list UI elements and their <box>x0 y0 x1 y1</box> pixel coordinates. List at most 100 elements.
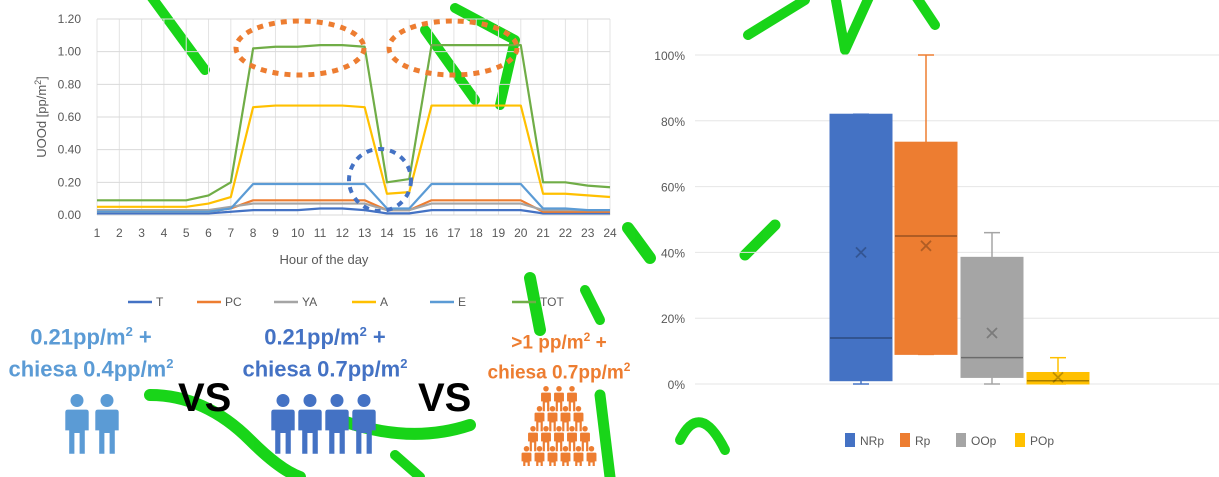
y-tick-label: 20% <box>661 312 685 326</box>
watermark-stroke <box>144 389 306 477</box>
person-icon-body <box>567 392 577 412</box>
line-chart-legend: T PC YA A E TOT <box>128 295 564 309</box>
person-icon-body <box>534 452 545 466</box>
person-icon-head <box>543 386 549 392</box>
x-tick-label: 6 <box>205 226 212 240</box>
person-icon-head <box>575 406 582 412</box>
person-icon-head <box>575 446 582 452</box>
series-line-e <box>97 182 610 213</box>
person-icon <box>573 446 584 466</box>
person-icon-body <box>521 452 532 466</box>
people-icon-group-low <box>65 394 119 454</box>
person-icon <box>554 426 564 452</box>
legend-label-nrp: NRp <box>860 434 884 448</box>
person-icon <box>567 426 577 452</box>
legend-swatch-oop <box>956 433 966 447</box>
person-icon-body <box>534 412 545 432</box>
x-tick-label: 11 <box>314 226 327 240</box>
person-icon-head <box>569 426 575 432</box>
scenario-label-3: >1 pp/m2 + chiesa 0.7pp/m2 <box>487 330 631 384</box>
person-icon <box>325 394 349 454</box>
person-icon-head <box>562 406 569 412</box>
versus-label-2: VS <box>418 376 472 420</box>
x-tick-label: 2 <box>116 226 123 240</box>
x-tick-label: 23 <box>581 226 595 240</box>
box-rp <box>894 141 958 355</box>
person-icon-head <box>549 446 556 452</box>
x-tick-label: 10 <box>291 226 305 240</box>
series-line-ya <box>97 202 610 212</box>
person-icon <box>298 394 322 454</box>
person-icon <box>65 394 89 454</box>
x-tick-label: 16 <box>425 226 439 240</box>
box-chart-legend: NRp Rp OOp POp <box>845 433 1054 448</box>
x-tick-label: 3 <box>138 226 145 240</box>
watermark-stroke <box>580 285 605 325</box>
series-line-t <box>97 207 610 215</box>
legend-label-pc: PC <box>225 295 242 309</box>
person-icon-head <box>569 386 575 392</box>
y-tick-label: 1.00 <box>58 45 82 59</box>
person-icon <box>534 446 545 466</box>
box-chart-boxes <box>829 54 1090 385</box>
person-icon-head <box>357 394 371 407</box>
person-icon-body <box>271 409 295 454</box>
legend-label-e: E <box>458 295 466 309</box>
line-chart-y-ticks: 0.00 0.20 0.40 0.60 0.80 1.00 1.20 <box>58 12 82 222</box>
watermark-stroke <box>675 417 730 455</box>
x-tick-label: 22 <box>559 226 573 240</box>
person-icon-head <box>556 426 562 432</box>
line-chart-grid <box>96 18 611 216</box>
person-icon <box>95 394 119 454</box>
person-icon-head <box>536 446 543 452</box>
watermark-stroke <box>147 0 210 75</box>
x-tick-label: 12 <box>336 226 350 240</box>
person-icon <box>547 406 558 432</box>
y-tick-label: 1.20 <box>58 12 82 26</box>
person-icon-body <box>560 452 571 466</box>
watermark-stroke <box>594 389 616 477</box>
watermark-stroke <box>739 219 781 261</box>
person-icon-body <box>541 392 551 412</box>
legend-label-a: A <box>380 295 388 309</box>
watermark-stroke <box>743 0 810 40</box>
person-icon-head <box>100 394 114 407</box>
person-icon-body <box>567 432 577 452</box>
legend-swatch-rp <box>900 433 910 447</box>
person-icon-body <box>586 452 597 466</box>
person-icon-body <box>298 409 322 454</box>
x-axis-title: Hour of the day <box>280 252 369 267</box>
person-icon <box>560 406 571 432</box>
x-tick-label: 5 <box>183 226 190 240</box>
line-chart-x-ticks: 1 2 3 4 5 6 7 8 9 10 11 12 13 14 15 16 17 18 19 20 21 22 23 24 <box>94 226 617 240</box>
person-icon-head <box>530 426 536 432</box>
y-axis-title: UOOd [pp/m2] <box>33 76 49 158</box>
person-icon <box>541 426 551 452</box>
dip-highlight-midday <box>347 147 413 213</box>
person-icon-body <box>554 392 564 412</box>
person-icon-head <box>70 394 84 407</box>
y-tick-label: 100% <box>654 49 685 63</box>
person-icon-head <box>562 446 569 452</box>
person-icon-body <box>573 452 584 466</box>
y-tick-label: 0.00 <box>58 208 82 222</box>
person-icon <box>521 446 532 466</box>
legend-swatch-nrp <box>845 433 855 447</box>
person-icon-head <box>330 394 344 407</box>
watermark-stroke <box>390 450 425 477</box>
person-icon <box>567 386 577 412</box>
x-tick-label: 7 <box>227 226 234 240</box>
box-oop <box>960 256 1024 378</box>
person-icon-body <box>541 432 551 452</box>
watermark-stroke <box>524 272 546 336</box>
x-tick-label: 24 <box>603 226 617 240</box>
x-tick-label: 18 <box>469 226 483 240</box>
y-tick-label: 40% <box>661 246 685 260</box>
person-icon-body <box>325 409 349 454</box>
scenario-label-2: 0.21pp/m2 + chiesa 0.7pp/m2 <box>242 324 408 382</box>
person-icon <box>573 406 584 432</box>
peak-highlight-afternoon <box>386 18 520 78</box>
person-icon-body <box>560 412 571 432</box>
legend-label-t: T <box>156 295 164 309</box>
legend-label-tot: TOT <box>540 295 564 309</box>
